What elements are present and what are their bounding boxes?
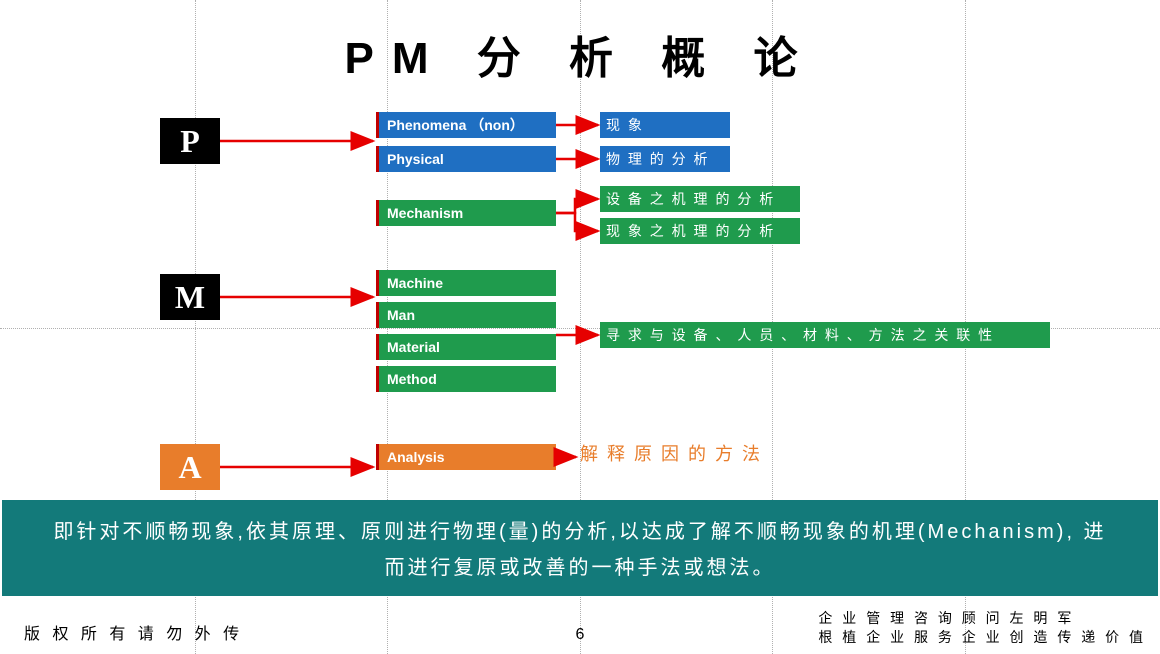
footer-credits-line2: 根 植 企 业 服 务 企 业 创 造 传 递 价 值 [818, 628, 1146, 648]
right-shebei-jili: 设 备 之 机 理 的 分 析 [600, 186, 800, 212]
mid-analysis: Analysis [376, 444, 556, 470]
mid-man: Man [376, 302, 556, 328]
footer-credits: 企 业 管 理 咨 询 顾 问 左 明 军 根 植 企 业 服 务 企 业 创 … [818, 609, 1146, 648]
mid-physical: Physical [376, 146, 556, 172]
mid-phenomena: Phenomena （non） [376, 112, 556, 138]
right-jieshi-text: 解 释 原 因 的 方 法 [580, 440, 762, 466]
right-xianxiang: 现 象 [600, 112, 730, 138]
right-xunqiu: 寻 求 与 设 备 、 人 员 、 材 料 、 方 法 之 关 联 性 [600, 322, 1050, 348]
mid-machine: Machine [376, 270, 556, 296]
summary-banner: 即针对不顺畅现象,依其原理、原则进行物理(量)的分析,以达成了解不顺畅现象的机理… [2, 500, 1158, 596]
mid-material: Material [376, 334, 556, 360]
letter-a-box: A [160, 444, 220, 490]
letter-m-box: M [160, 274, 220, 320]
right-wuli: 物 理 的 分 析 [600, 146, 730, 172]
footer-credits-line1: 企 业 管 理 咨 询 顾 问 左 明 军 [818, 609, 1146, 629]
mid-method: Method [376, 366, 556, 392]
slide-title: PM 分 析 概 论 [0, 22, 1160, 86]
mid-mechanism: Mechanism [376, 200, 556, 226]
letter-p-box: P [160, 118, 220, 164]
right-xianx-jili: 现 象 之 机 理 的 分 析 [600, 218, 800, 244]
